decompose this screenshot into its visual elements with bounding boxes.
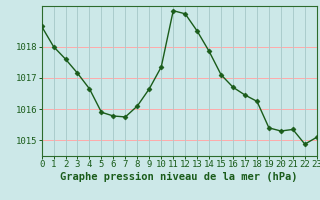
X-axis label: Graphe pression niveau de la mer (hPa): Graphe pression niveau de la mer (hPa) [60, 172, 298, 182]
